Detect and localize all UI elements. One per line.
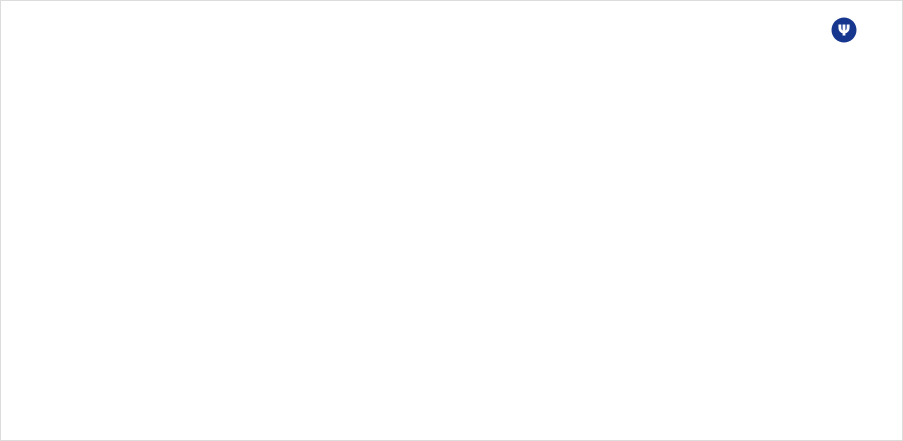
chart-area — [29, 103, 889, 403]
brand-logo: Ψ — [831, 17, 864, 43]
svg-text:Ψ: Ψ — [838, 22, 851, 40]
bigmint-trident-icon: Ψ — [831, 17, 857, 43]
line-chart-svg — [29, 103, 889, 403]
